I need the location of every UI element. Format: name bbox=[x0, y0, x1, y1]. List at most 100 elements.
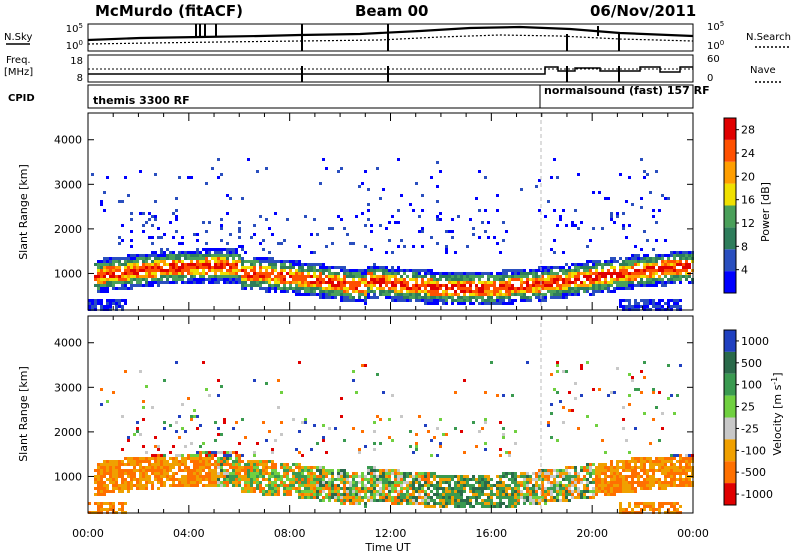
heatmap-cell bbox=[676, 272, 679, 275]
heatmap-cell bbox=[286, 472, 289, 475]
heatmap-cell bbox=[676, 302, 679, 305]
heatmap-cell bbox=[322, 478, 325, 481]
heatmap-cell bbox=[355, 215, 358, 218]
heatmap-cell bbox=[286, 493, 289, 496]
heatmap-cell bbox=[508, 487, 511, 490]
heatmap-cell bbox=[151, 484, 154, 487]
heatmap-cell bbox=[175, 478, 178, 481]
heatmap-cell bbox=[103, 281, 106, 284]
heatmap-cell bbox=[556, 364, 559, 367]
heatmap-cell bbox=[154, 460, 157, 463]
heatmap-cell bbox=[670, 460, 673, 463]
heatmap-cell bbox=[673, 475, 676, 478]
heatmap-cell bbox=[436, 287, 439, 290]
heatmap-cell bbox=[253, 466, 256, 469]
heatmap-cell bbox=[496, 296, 499, 299]
heatmap-cell bbox=[175, 272, 178, 275]
heatmap-cell bbox=[370, 469, 373, 472]
heatmap-cell bbox=[193, 254, 196, 257]
heatmap-cell bbox=[550, 436, 553, 439]
heatmap-cell bbox=[349, 299, 352, 302]
heatmap-cell bbox=[373, 475, 376, 478]
heatmap-cell bbox=[235, 463, 238, 466]
heatmap-cell bbox=[499, 493, 502, 496]
heatmap-cell bbox=[322, 496, 325, 499]
heatmap-cell bbox=[232, 272, 235, 275]
heatmap-cell bbox=[529, 490, 532, 493]
heatmap-cell bbox=[385, 484, 388, 487]
heatmap-cell bbox=[409, 475, 412, 478]
heatmap-cell bbox=[253, 478, 256, 481]
heatmap-cell bbox=[373, 266, 376, 269]
heatmap-cell bbox=[646, 481, 649, 484]
heatmap-cell bbox=[163, 469, 166, 472]
heatmap-cell bbox=[385, 499, 388, 502]
heatmap-cell bbox=[532, 272, 535, 275]
heatmap-cell bbox=[346, 481, 349, 484]
heatmap-cell bbox=[109, 272, 112, 275]
heatmap-cell bbox=[160, 272, 163, 275]
heatmap-cell bbox=[505, 496, 508, 499]
heatmap-cell bbox=[241, 275, 244, 278]
heatmap-cell bbox=[268, 475, 271, 478]
heatmap-cell bbox=[244, 475, 247, 478]
heatmap-cell bbox=[292, 418, 295, 421]
heatmap-cell bbox=[172, 472, 175, 475]
heatmap-cell bbox=[634, 490, 637, 493]
heatmap-cell bbox=[100, 200, 103, 203]
heatmap-cell bbox=[142, 269, 145, 272]
heatmap-cell bbox=[259, 215, 262, 218]
heatmap-cell bbox=[310, 469, 313, 472]
heatmap-cell bbox=[652, 266, 655, 269]
heatmap-cell bbox=[100, 272, 103, 275]
heatmap-cell bbox=[616, 469, 619, 472]
heatmap-cell bbox=[310, 478, 313, 481]
heatmap-cell bbox=[673, 502, 676, 505]
heatmap-cell bbox=[103, 493, 106, 496]
heatmap-cell bbox=[313, 487, 316, 490]
heatmap-cell bbox=[283, 466, 286, 469]
heatmap-cell bbox=[340, 496, 343, 499]
heatmap-cell bbox=[157, 478, 160, 481]
heatmap-cell bbox=[259, 260, 262, 263]
heatmap-cell bbox=[286, 475, 289, 478]
heatmap-cell bbox=[106, 260, 109, 263]
heatmap-cell bbox=[502, 272, 505, 275]
heatmap-cell bbox=[460, 430, 463, 433]
heatmap-cell bbox=[142, 230, 145, 233]
heatmap-cell bbox=[514, 490, 517, 493]
heatmap-cell bbox=[247, 484, 250, 487]
heatmap-cell bbox=[631, 481, 634, 484]
heatmap-cell bbox=[316, 278, 319, 281]
heatmap-cell bbox=[202, 272, 205, 275]
heatmap-cell bbox=[136, 463, 139, 466]
heatmap-cell bbox=[127, 281, 130, 284]
heatmap-cell bbox=[547, 424, 550, 427]
heatmap-cell bbox=[661, 284, 664, 287]
heatmap-cell bbox=[601, 263, 604, 266]
heatmap-cell bbox=[574, 287, 577, 290]
heatmap-cell bbox=[217, 427, 220, 430]
heatmap-cell bbox=[160, 248, 163, 251]
heatmap-cell bbox=[247, 466, 250, 469]
heatmap-cell bbox=[424, 296, 427, 299]
heatmap-cell bbox=[256, 260, 259, 263]
heatmap-cell bbox=[499, 484, 502, 487]
heatmap-cell bbox=[478, 272, 481, 275]
heatmap-cell bbox=[490, 284, 493, 287]
heatmap-cell bbox=[193, 263, 196, 266]
heatmap-cell bbox=[298, 463, 301, 466]
heatmap-cell bbox=[544, 475, 547, 478]
heatmap-cell bbox=[637, 302, 640, 305]
heatmap-cell bbox=[589, 481, 592, 484]
heatmap-cell bbox=[643, 508, 646, 511]
heatmap-cell bbox=[160, 251, 163, 254]
heatmap-cell bbox=[331, 478, 334, 481]
heatmap-cell bbox=[511, 302, 514, 305]
heatmap-cell bbox=[553, 388, 556, 391]
heatmap-cell bbox=[637, 269, 640, 272]
heatmap-cell bbox=[565, 287, 568, 290]
heatmap-cell bbox=[487, 487, 490, 490]
heatmap-cell bbox=[445, 245, 448, 248]
heatmap-cell bbox=[592, 463, 595, 466]
